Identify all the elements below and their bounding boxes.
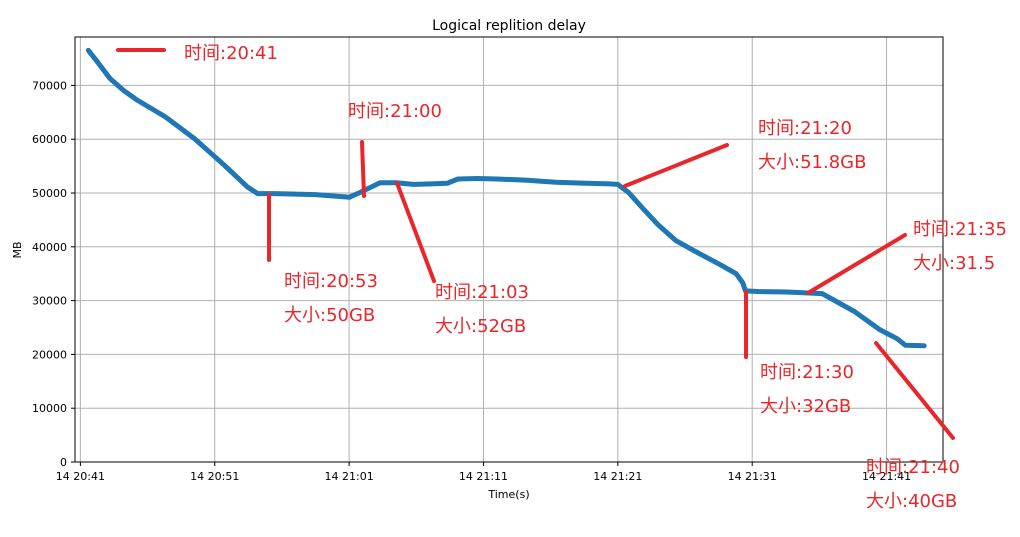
annotation-time-label: 时间:21:30 bbox=[760, 362, 854, 383]
annotation-time-label: 时间:21:40 bbox=[866, 457, 960, 478]
chart-title: Logical replition delay bbox=[432, 18, 586, 34]
annotation-time-label: 时间:21:00 bbox=[348, 101, 442, 122]
x-tick-label: 14 20:51 bbox=[190, 470, 239, 483]
annotation-size-label: 大小:40GB bbox=[866, 491, 957, 512]
x-tick-label: 14 21:31 bbox=[728, 470, 777, 483]
ticks-layer: 14 20:41 14 20:51 14 21:01 14 21:11 14 21:21… bbox=[32, 79, 911, 483]
y-tick-label: 40000 bbox=[32, 241, 67, 254]
annotation-size-label: 大小:51.8GB bbox=[758, 152, 866, 173]
x-tick-label: 14 21:41 bbox=[862, 470, 911, 483]
x-tick-label: 14 21:21 bbox=[593, 470, 642, 483]
annotation-marker bbox=[395, 181, 436, 283]
plot-frame bbox=[74, 36, 944, 463]
annotation-time-label: 时间:20:41 bbox=[184, 43, 278, 64]
grid-layer bbox=[75, 37, 943, 463]
y-tick-label: 30000 bbox=[32, 295, 67, 308]
x-tick-label: 14 21:11 bbox=[459, 470, 508, 483]
y-tick-label: 60000 bbox=[32, 133, 67, 146]
annotation-size-label: 大小:31.5 bbox=[913, 253, 995, 274]
annotation-size-label: 大小:52GB bbox=[435, 316, 526, 337]
annotation-marker bbox=[360, 140, 366, 198]
annotation-time-label: 时间:21:03 bbox=[435, 282, 529, 303]
annotation-time-label: 时间:21:35 bbox=[913, 219, 1007, 240]
annotation-size-label: 大小:32GB bbox=[760, 396, 851, 417]
y-tick-label: 20000 bbox=[32, 348, 67, 361]
annotation-marker bbox=[874, 341, 955, 440]
x-axis-label: Time(s) bbox=[487, 488, 529, 501]
y-tick-label: 70000 bbox=[32, 79, 67, 92]
y-axis-label: MB bbox=[11, 241, 24, 258]
annotation-time-label: 时间:20:53 bbox=[284, 271, 378, 292]
annotation-time-label: 时间:21:20 bbox=[758, 118, 852, 139]
y-tick-label: 0 bbox=[60, 456, 67, 469]
x-tick-label: 14 21:01 bbox=[325, 470, 374, 483]
series-line bbox=[85, 47, 927, 349]
series-layer bbox=[85, 47, 927, 349]
y-tick-label: 50000 bbox=[32, 187, 67, 200]
annotation-marker bbox=[623, 143, 729, 188]
x-tick-label: 14 20:41 bbox=[56, 470, 105, 483]
y-tick-label: 10000 bbox=[32, 402, 67, 415]
annotation-layer: 时间:20:41 时间:20:53 大小:50GB 时间:21:00 时间:21:03 大… bbox=[116, 43, 1007, 512]
annotation-size-label: 大小:50GB bbox=[284, 305, 375, 326]
annotation-marker bbox=[806, 233, 907, 295]
